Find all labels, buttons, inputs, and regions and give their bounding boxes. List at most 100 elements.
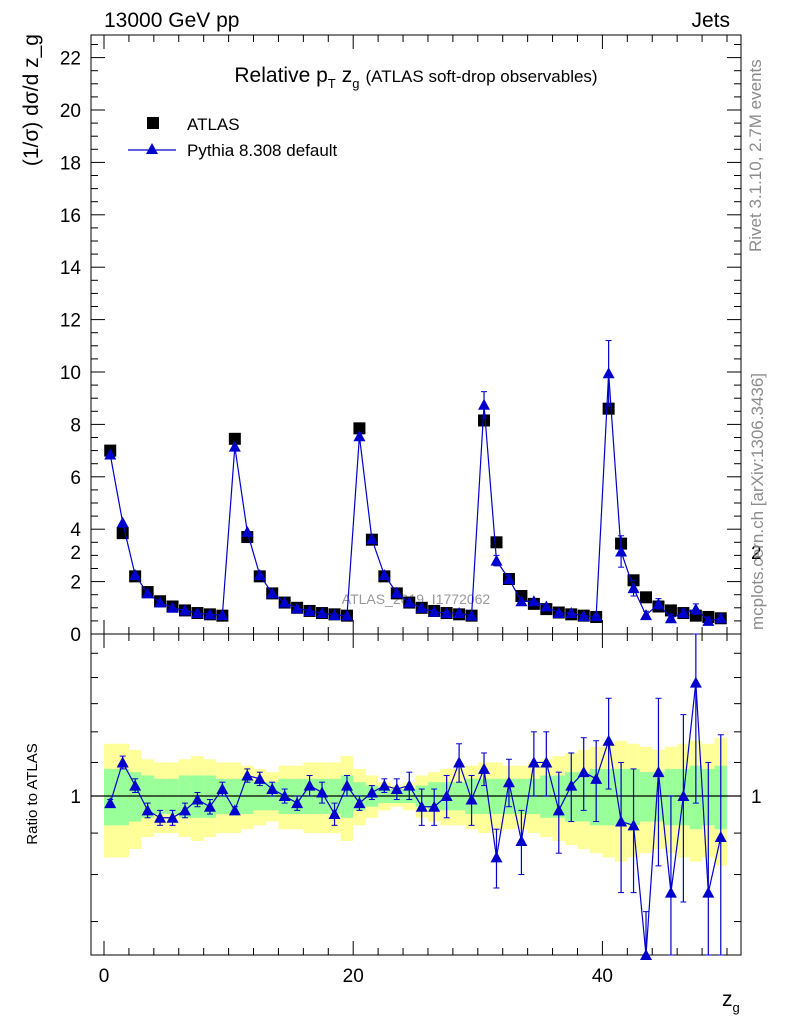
pythia-point bbox=[178, 604, 191, 616]
x-axis-label: zg bbox=[722, 988, 740, 1015]
pythia-point bbox=[154, 596, 167, 608]
atlas-point bbox=[490, 536, 503, 549]
ratio-point bbox=[689, 676, 702, 688]
ratio-point bbox=[515, 834, 528, 846]
pythia-point bbox=[291, 602, 304, 614]
ratio-point bbox=[527, 756, 540, 768]
pythia-point bbox=[228, 440, 241, 452]
atlas-point bbox=[664, 604, 677, 617]
ratio-point bbox=[328, 808, 341, 820]
ratio-point bbox=[465, 793, 478, 805]
pythia-point bbox=[403, 596, 416, 608]
ratio-point bbox=[664, 886, 677, 898]
ratio-point bbox=[640, 949, 653, 960]
pythia-point bbox=[390, 586, 403, 598]
pythia-point bbox=[216, 609, 229, 621]
pythia-point bbox=[141, 587, 154, 599]
ratio-point bbox=[390, 783, 403, 795]
ratio-y-tick-label-right: 1 bbox=[751, 787, 762, 808]
mcplots-label: mcplots.cern.ch [arXiv:1306.3436] bbox=[748, 372, 767, 630]
ratio-point bbox=[540, 756, 553, 768]
pythia-point bbox=[191, 607, 204, 619]
legend-pythia-label: Pythia 8.308 default bbox=[187, 141, 338, 160]
pythia-point bbox=[166, 601, 179, 613]
pythia-point bbox=[527, 595, 540, 607]
atlas-point bbox=[353, 422, 366, 435]
ratio-point bbox=[129, 779, 142, 791]
ratio-point bbox=[378, 779, 391, 791]
ratio-point bbox=[490, 851, 503, 863]
ratio-point bbox=[191, 793, 204, 805]
pythia-point bbox=[415, 601, 428, 613]
pythia-point bbox=[365, 533, 378, 545]
pythia-point bbox=[702, 614, 715, 626]
x-tick-label: 20 bbox=[343, 966, 364, 987]
pythia-point bbox=[303, 604, 316, 616]
pythia-point bbox=[689, 603, 702, 615]
y-tick-label: 0 bbox=[70, 625, 81, 646]
pythia-point bbox=[714, 612, 727, 624]
pythia-point bbox=[129, 569, 142, 581]
pythia-point bbox=[278, 596, 291, 608]
y-tick-label: 8 bbox=[70, 415, 81, 436]
ratio-point bbox=[141, 804, 154, 816]
y-tick-label: 10 bbox=[60, 363, 81, 384]
uncertainty-band-inner bbox=[141, 775, 154, 818]
ratio-point bbox=[502, 776, 515, 788]
ratio-point bbox=[166, 811, 179, 823]
header-right: Jets bbox=[691, 9, 730, 32]
pythia-point bbox=[453, 607, 466, 619]
ratio-point bbox=[478, 762, 491, 774]
ratio-point bbox=[577, 766, 590, 778]
ratio-point bbox=[602, 734, 615, 746]
pythia-point bbox=[465, 609, 478, 621]
y-axis-label: (1/σ) dσ/d z_g bbox=[20, 34, 43, 166]
y-tick-label: 12 bbox=[60, 311, 81, 332]
pythia-point bbox=[353, 430, 366, 442]
ratio-point bbox=[615, 815, 628, 827]
y-tick-label: 4 bbox=[70, 520, 81, 541]
atlas-point bbox=[228, 432, 241, 445]
ratio-point bbox=[415, 800, 428, 812]
y-tick-label: 20 bbox=[60, 101, 81, 122]
ratio-point bbox=[565, 779, 578, 791]
chart-title: Relative pT zg (ATLAS soft-drop observable… bbox=[234, 64, 597, 91]
pythia-point bbox=[241, 525, 254, 537]
pythia-point bbox=[266, 587, 279, 599]
uncertainty-band-inner bbox=[602, 768, 615, 826]
pythia-point bbox=[502, 572, 515, 584]
ratio-point bbox=[228, 804, 241, 816]
ratio-point bbox=[316, 786, 329, 798]
pythia-point bbox=[552, 607, 565, 619]
rivet-label: Rivet 3.1.10, 2.7M events bbox=[746, 59, 765, 252]
ratio-point bbox=[365, 786, 378, 798]
ratio-y-tick-label-right: 2 bbox=[751, 543, 762, 564]
pythia-point bbox=[478, 398, 491, 410]
ratio-point bbox=[552, 804, 565, 816]
pythia-point bbox=[652, 597, 665, 609]
atlas-point bbox=[640, 591, 653, 604]
ratio-point bbox=[104, 797, 117, 809]
pythia-point bbox=[615, 545, 628, 557]
ratio-point bbox=[353, 797, 366, 809]
y-tick-label: 16 bbox=[60, 206, 81, 227]
pythia-point bbox=[378, 569, 391, 581]
pythia-point bbox=[116, 516, 129, 528]
y-tick-label: 2 bbox=[70, 573, 81, 594]
pythia-point bbox=[428, 605, 441, 617]
pythia-point bbox=[253, 569, 266, 581]
uncertainty-band-inner bbox=[639, 772, 653, 822]
pythia-point bbox=[664, 612, 677, 624]
pythia-point bbox=[590, 610, 603, 622]
y-tick-label: 18 bbox=[60, 153, 81, 174]
ratio-point bbox=[714, 831, 727, 843]
ratio-point bbox=[652, 766, 665, 778]
watermark: ATLAS_2019_I1772062 bbox=[342, 591, 491, 607]
legend-pythia-marker bbox=[146, 143, 158, 154]
y-tick-label: 6 bbox=[70, 468, 81, 489]
ratio-point bbox=[178, 804, 191, 816]
pythia-point bbox=[328, 609, 341, 621]
main-panel: ATLAS_2019_I17720620246810121416182022Re… bbox=[20, 34, 742, 646]
ratio-point bbox=[303, 779, 316, 791]
